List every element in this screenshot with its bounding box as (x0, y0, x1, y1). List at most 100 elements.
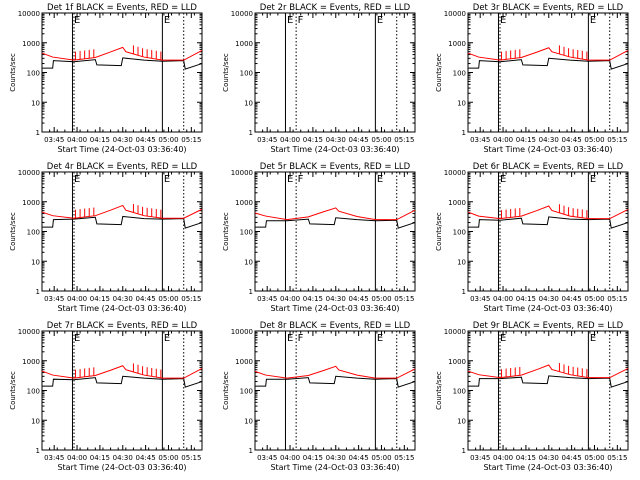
panel-5-vline-label-1: E (287, 174, 293, 185)
panel-9-xtick-label: 04:45 (562, 454, 582, 462)
panel-8-events-line (255, 375, 416, 388)
panel-2-xtick-label: 05:00 (371, 136, 391, 144)
panel-1-events-line (42, 57, 203, 70)
panel-8-vline-label-2: F (298, 333, 304, 344)
panel-9-lld-line (467, 364, 629, 379)
panel-1-ytick-label: 1000 (22, 40, 40, 48)
panel-4-ytick-label: 1 (36, 288, 40, 296)
panel-7-ytick-label: 100 (27, 388, 40, 396)
panel-7-xtick-label: 04:00 (67, 454, 87, 462)
panel-9-ytick-label: 10000 (444, 328, 466, 336)
panel-8-ylabel: Counts/sec (222, 371, 230, 410)
panel-3-vline-label-1: E (500, 15, 506, 26)
panel-7-ytick-label: 10000 (18, 328, 40, 336)
panel-2-xtick-label: 04:15 (303, 136, 323, 144)
panel-3-xtick-label: 04:45 (562, 136, 582, 144)
panel-5-ytick-label: 1000 (235, 199, 253, 207)
panel-4-xtick-label: 05:00 (158, 295, 178, 303)
panel-1-ytick-label: 100 (27, 70, 40, 78)
panel-2-frame (254, 12, 416, 133)
panel-8-xtick-label: 03:45 (257, 454, 277, 462)
panel-3-ytick-label: 1000 (448, 40, 466, 48)
panel-3-xlabel: Start Time (24-Oct-03 03:36:40) (483, 145, 612, 154)
panel-7-xtick-label: 04:45 (136, 454, 156, 462)
panel-5-xtick-label: 05:15 (394, 295, 414, 303)
panel-2-title: Det 2r BLACK = Events, RED = LLD (260, 3, 411, 13)
panel-5-frame (254, 171, 416, 292)
panel-2-ytick-label: 1000 (235, 40, 253, 48)
panel-9-ytick-label: 10 (457, 417, 466, 425)
panel-1-ytick-label: 10 (31, 99, 40, 107)
panel-2-ytick-label: 10000 (231, 10, 253, 18)
panel-6-xtick-label: 04:30 (539, 295, 559, 303)
panel-9-ylabel: Counts/sec (435, 371, 443, 410)
panel-9-title: Det 9r BLACK = Events, RED = LLD (473, 321, 624, 331)
panel-2-xtick-label: 04:30 (326, 136, 346, 144)
panel-4-ytick-label: 10000 (18, 169, 40, 177)
panel-3-ytick-label: 1 (462, 129, 466, 137)
panel-5-xtick-label: 04:15 (303, 295, 323, 303)
panel-4-vline-label-3: E (164, 174, 170, 185)
panel-5-title: Det 5r BLACK = Events, RED = LLD (260, 162, 411, 172)
panel-3-xtick-label: 03:45 (470, 136, 490, 144)
panel-9-vline-label-1: E (500, 333, 506, 344)
panel-2-xtick-label: 04:00 (280, 136, 300, 144)
panel-7-title: Det 7r BLACK = Events, RED = LLD (47, 321, 198, 331)
panel-5-events-line (255, 217, 416, 229)
panel-1-vline-label-3: E (164, 15, 170, 26)
panel-9-ytick-label: 1000 (448, 358, 466, 366)
panel-8-xlabel: Start Time (24-Oct-03 03:36:40) (270, 463, 399, 472)
panel-5-ytick-label: 1 (249, 288, 253, 296)
panel-3-xtick-label: 04:00 (493, 136, 513, 144)
panel-3-ytick-label: 100 (453, 70, 466, 78)
panel-4-xtick-label: 03:45 (44, 295, 64, 303)
panel-7-vline-label-3: E (164, 333, 170, 344)
panel-1-xlabel: Start Time (24-Oct-03 03:36:40) (57, 145, 186, 154)
panel-6-xtick-label: 04:45 (562, 295, 582, 303)
panel-7-xlabel: Start Time (24-Oct-03 03:36:40) (57, 463, 186, 472)
panel-5-xtick-label: 05:00 (371, 295, 391, 303)
panel-5-ylabel: Counts/sec (222, 212, 230, 251)
panel-2-ytick-label: 1 (249, 129, 253, 137)
panel-2-vline-label-3: E (377, 15, 383, 26)
panel-2-ylabel: Counts/sec (222, 53, 230, 92)
panel-4-xtick-label: 05:15 (181, 295, 201, 303)
panel-4-ytick-label: 10 (31, 258, 40, 266)
panel-6-xtick-label: 05:15 (607, 295, 627, 303)
panel-7-ytick-label: 1000 (22, 358, 40, 366)
panel-7-lld-line (41, 365, 203, 379)
panel-9-vline-label-3: E (590, 333, 596, 344)
panel-6-frame (467, 171, 629, 292)
panel-2-ytick-label: 100 (240, 70, 253, 78)
panel-8-ytick-label: 10 (244, 417, 253, 425)
panel-1-xtick-label: 05:15 (181, 136, 201, 144)
panel-2-vline-label-2: F (298, 15, 304, 26)
panel-6-xtick-label: 04:15 (516, 295, 536, 303)
panel-3-ytick-label: 10 (457, 99, 466, 107)
panel-1-vline-label-1: E (74, 15, 80, 26)
panel-1-xtick-label: 04:45 (136, 136, 156, 144)
panel-3-vline-label-3: E (590, 15, 596, 26)
panel-1-ytick-label: 10000 (18, 10, 40, 18)
panel-2-xtick-label: 04:45 (349, 136, 369, 144)
panel-4-ylabel: Counts/sec (9, 212, 17, 251)
panel-8-ytick-label: 10000 (231, 328, 253, 336)
panel-8-ytick-label: 100 (240, 388, 253, 396)
panel-2-ytick-label: 10 (244, 99, 253, 107)
panel-5-lld-line (254, 207, 416, 221)
panel-1-xtick-label: 03:45 (44, 136, 64, 144)
panel-1-ytick-label: 1 (36, 129, 40, 137)
panel-6-vline-label-3: E (590, 174, 596, 185)
panel-7-xtick-label: 03:45 (44, 454, 64, 462)
panel-8-vline-label-1: E (287, 333, 293, 344)
panel-4-title: Det 4r BLACK = Events, RED = LLD (47, 162, 198, 172)
panel-4-lld-line (41, 204, 203, 219)
panel-1-xtick-label: 04:00 (67, 136, 87, 144)
panel-6-xlabel: Start Time (24-Oct-03 03:36:40) (483, 304, 612, 313)
panel-6-ytick-label: 100 (453, 229, 466, 237)
panel-9-xlabel: Start Time (24-Oct-03 03:36:40) (483, 463, 612, 472)
panel-3-title: Det 3r BLACK = Events, RED = LLD (473, 3, 624, 13)
panel-4-frame (41, 171, 203, 292)
panel-6-ytick-label: 10000 (444, 169, 466, 177)
panel-3-ylabel: Counts/sec (435, 53, 443, 92)
